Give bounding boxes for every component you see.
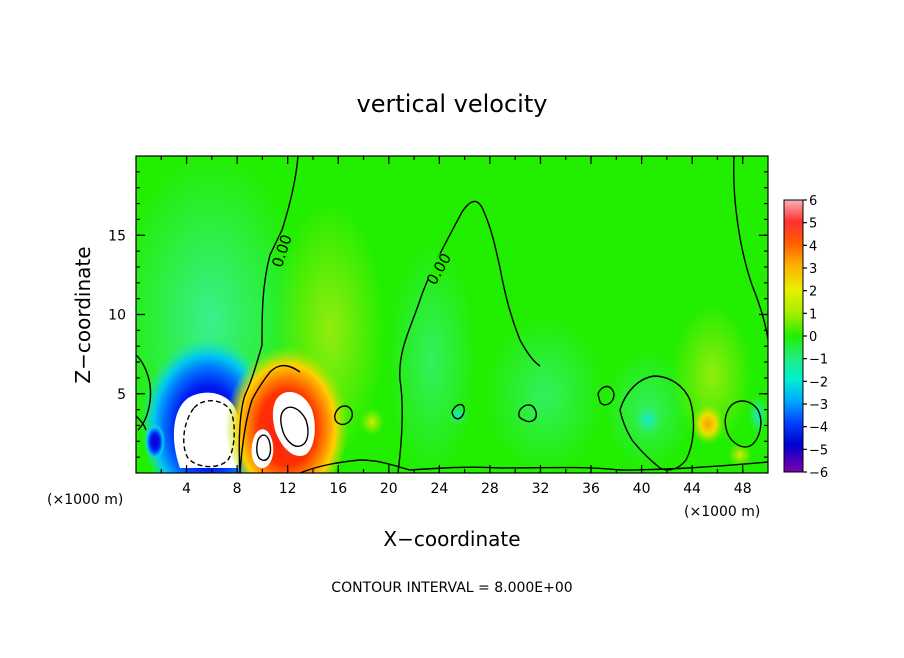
small-contour-6 [136,415,147,431]
zero-contour-1b [239,364,301,473]
x-tick-label: 40 [633,481,651,497]
zero-contour-2 [397,200,541,473]
small-contour-1 [334,405,354,426]
x-tick-label: 16 [329,481,347,497]
x-tick-label: 28 [481,481,499,497]
small-downdraft-3 [748,395,768,435]
x-tick-label: 36 [582,481,600,497]
small-downdraft-left [145,422,165,458]
x-tick-label: 44 [683,481,701,497]
x-tick-label: 4 [182,481,191,497]
small-downdraft-2 [634,404,662,436]
x-unit-label-right: (×1000 m) [684,504,760,520]
x-unit-label-left: (×1000 m) [47,492,123,508]
colorbar: 6 5 4 3 2 1 0 −1 −2 −3 −4 −5 −6 [783,194,828,481]
chart-title: vertical velocity [357,90,548,118]
y-tick-label: 5 [117,387,126,403]
updraft-saturated-core [272,391,315,456]
colorbar-tick-label: 6 [809,194,817,209]
x-axis-ticks: 4 8 12 16 20 24 28 32 36 40 44 48 [160,156,752,497]
colorbar-tick-label: 3 [809,262,817,277]
small-contour-3 [597,385,615,406]
colorbar-tick-label: −6 [809,466,828,481]
zero-contour-bottom [299,459,768,473]
small-contour-5 [724,400,762,448]
small-updraft-2 [728,443,752,467]
y-tick-label: 15 [108,228,126,244]
x-axis-label: X−coordinate [383,527,520,551]
x-tick-label: 32 [532,481,550,497]
downdraft-saturated-core [173,392,240,468]
colorbar-tick-label: 1 [809,307,817,322]
negative-contour [183,400,235,468]
colorbar-tick-label: −1 [809,353,828,368]
colorbar-tick-label: 2 [809,285,817,300]
small-contour-4 [518,404,538,423]
x-tick-label: 8 [233,481,242,497]
zero-contour-3 [733,156,768,341]
zero-contour-right [619,375,695,471]
zero-contour-left [136,354,152,431]
small-contour-2 [451,403,465,420]
colorbar-tick-label: −4 [809,421,828,436]
weak-downdraft-region-3 [485,315,605,473]
y-axis-ticks: 5 10 15 [108,171,768,458]
x-tick-label: 12 [279,481,297,497]
colorbar-tick-label: 4 [809,239,817,254]
colorbar-gradient [783,199,804,473]
weak-updraft-core [692,404,724,444]
velocity-field [136,156,768,473]
positive-contour-2 [256,434,272,461]
y-tick-label: 10 [108,308,126,324]
y-axis-label: Z−coordinate [71,246,95,383]
small-updraft [360,408,384,436]
x-tick-label: 24 [430,481,448,497]
zero-contour-1 [238,156,299,473]
positive-contour [279,406,309,447]
small-downdraft [448,405,468,425]
x-tick-label: 20 [380,481,398,497]
colorbar-tick-label: −2 [809,375,828,390]
colorbar-tick-label: −5 [809,443,828,458]
colorbar-tick-label: 0 [809,330,817,345]
contour-lines [136,156,768,473]
colorbar-tick-label: −3 [809,398,828,413]
x-tick-label: 48 [734,481,752,497]
contour-interval-note: CONTOUR INTERVAL = 8.000E+00 [331,580,572,596]
colorbar-tick-label: 5 [809,217,817,232]
colorbar-ticks: 6 5 4 3 2 1 0 −1 −2 −3 −4 −5 −6 [803,194,828,481]
